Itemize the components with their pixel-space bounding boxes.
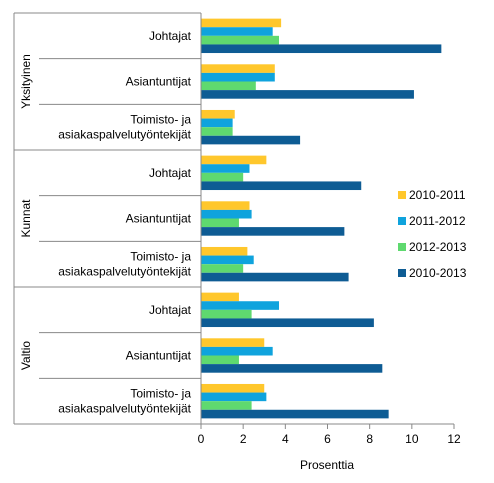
category-label-1: Asiantuntijat	[126, 75, 192, 89]
legend: 2010-2011 2011-2012 2012-2013 2010-2013	[398, 188, 467, 280]
legend-swatch-2010-2011	[398, 191, 406, 199]
legend-label-2010-2013: 2010-2013	[409, 266, 467, 280]
bar-2011-2012-3	[201, 164, 250, 173]
group-label-yksityinen: Yksityinen	[19, 54, 33, 109]
bar-2012-2013-0	[201, 35, 280, 45]
bar-2011-2012-8	[201, 392, 267, 402]
bar-2010-2011-6	[201, 292, 239, 302]
bar-2011-2012-0	[201, 27, 273, 36]
category-label-0: Johtajat	[149, 29, 192, 43]
x-ticks: 0 2 4 6 8 10 12	[198, 424, 461, 446]
category-labels: Johtajat Asiantuntijat Toimisto- ja asiakas…	[58, 29, 191, 416]
bar-2010-2011-2	[201, 109, 235, 119]
bar-2010-2011-8	[201, 383, 265, 393]
category-label-8: Toimisto- ja asiakaspalvelutyöntekijät	[58, 387, 191, 416]
legend-swatch-2011-2012	[398, 217, 406, 225]
x-tick-label-2: 4	[282, 432, 289, 446]
legend-swatch-2010-2013	[398, 269, 406, 277]
group-label-kunnat: Kunnat	[19, 199, 33, 238]
bar-2011-2012-7	[201, 346, 273, 356]
bar-2012-2013-5	[201, 264, 244, 273]
bar-2012-2013-7	[201, 355, 239, 365]
x-tick-label-6: 12	[447, 432, 461, 446]
x-tick-label-1: 2	[240, 432, 247, 446]
group-label-valtio: Valtio	[19, 341, 33, 370]
category-label-4: Asiantuntijat	[126, 212, 192, 226]
x-tick-label-4: 8	[366, 432, 373, 446]
bar-2012-2013-8	[201, 401, 252, 410]
bar-2011-2012-1	[201, 72, 275, 82]
bar-2010-2013-1	[201, 90, 414, 99]
bar-2010-2011-7	[201, 338, 265, 347]
bar-2010-2013-2	[201, 135, 301, 145]
bar-2012-2013-4	[201, 218, 239, 228]
category-label-6: Johtajat	[149, 303, 192, 317]
x-tick-label-5: 10	[405, 432, 419, 446]
category-label-3: Johtajat	[149, 166, 192, 180]
bar-2012-2013-1	[201, 81, 256, 91]
x-tick-label-3: 6	[324, 432, 331, 446]
bar-2010-2011-0	[201, 18, 282, 28]
legend-label-2010-2011: 2010-2011	[409, 188, 466, 202]
x-axis-title: Prosenttia	[300, 458, 354, 472]
category-label-5: Toimisto- ja asiakaspalvelutyöntekijät	[58, 250, 191, 279]
bar-2010-2013-3	[201, 181, 362, 191]
bar-2012-2013-3	[201, 172, 244, 182]
bar-2011-2012-5	[201, 255, 254, 265]
bar-2011-2012-4	[201, 209, 252, 219]
category-label-2: Toimisto- ja asiakaspalvelutyöntekijät	[58, 113, 191, 142]
legend-label-2012-2013: 2012-2013	[409, 240, 467, 254]
bar-2012-2013-6	[201, 309, 252, 319]
bar-2010-2013-6	[201, 318, 374, 328]
bar-2010-2013-0	[201, 44, 442, 54]
bar-2010-2011-1	[201, 64, 275, 73]
legend-label-2011-2012: 2011-2012	[409, 214, 466, 228]
bar-2011-2012-6	[201, 301, 280, 310]
category-label-7: Asiantuntijat	[126, 349, 192, 363]
group-labels: Yksityinen Kunnat Valtio	[19, 54, 33, 370]
bar-2011-2012-2	[201, 118, 233, 128]
bar-2010-2011-5	[201, 246, 248, 256]
bar-2010-2013-4	[201, 227, 345, 236]
legend-swatch-2012-2013	[398, 243, 406, 251]
bar-2010-2011-4	[201, 201, 250, 210]
bar-2012-2013-2	[201, 127, 233, 136]
bar-2010-2011-3	[201, 155, 267, 165]
bar-2010-2013-7	[201, 364, 383, 373]
bar-2010-2013-5	[201, 272, 349, 282]
bar-2010-2013-8	[201, 409, 389, 419]
bars-layer	[201, 18, 442, 419]
x-tick-label-0: 0	[198, 432, 205, 446]
